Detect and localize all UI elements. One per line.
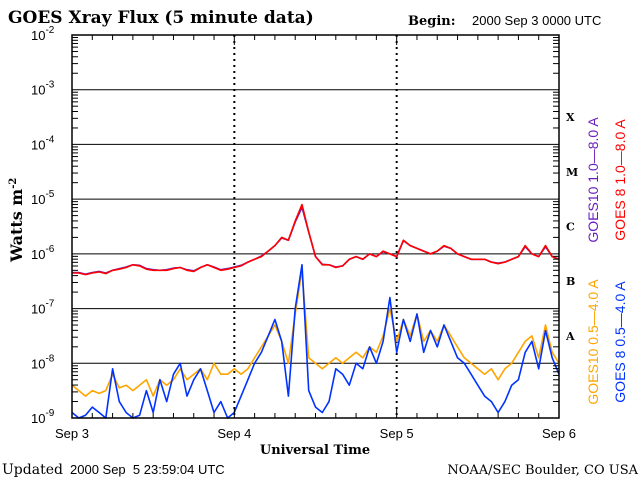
y-tick-base: 10 bbox=[31, 83, 45, 98]
y-tick-label: 10-7 bbox=[31, 299, 55, 317]
updated-value: 2000 Sep 5 23:59:04 UTC bbox=[70, 462, 225, 477]
y-tick-exponent: -5 bbox=[45, 189, 54, 200]
y-tick-exponent: -7 bbox=[45, 299, 54, 310]
y-tick-label: 10-2 bbox=[31, 25, 55, 43]
y-tick-label: 10-5 bbox=[31, 189, 55, 207]
flare-class-label: A bbox=[565, 330, 575, 343]
y-tick-exponent: -4 bbox=[45, 134, 54, 145]
x-tick-label: Sep 6 bbox=[542, 426, 576, 441]
begin-value: 2000 Sep 3 0000 UTC bbox=[472, 13, 601, 28]
y-axis-label: Watts m-2 bbox=[7, 178, 26, 263]
series-line-2 bbox=[71, 269, 560, 397]
x-tick-label: Sep 5 bbox=[380, 426, 414, 441]
y-tick-base: 10 bbox=[31, 247, 45, 262]
chart-title: GOES Xray Flux (5 minute data) bbox=[8, 8, 314, 28]
y-tick-base: 10 bbox=[31, 192, 45, 207]
legend-entry: GOES 8 1.0—8.0 A bbox=[612, 119, 628, 241]
y-axis-label-text: Watts m bbox=[7, 189, 26, 263]
y-tick-base: 10 bbox=[31, 356, 45, 371]
begin-label: Begin: bbox=[408, 14, 456, 29]
credit: NOAA/SEC Boulder, CO USA bbox=[447, 463, 638, 478]
y-tick-label: 10-9 bbox=[31, 408, 55, 426]
x-tick-label: Sep 4 bbox=[217, 426, 251, 441]
y-tick-exponent: -6 bbox=[45, 244, 54, 255]
plot-frame bbox=[71, 34, 560, 419]
x-tick-label: Sep 3 bbox=[55, 426, 89, 441]
axis-ticks bbox=[71, 35, 560, 418]
y-axis-label-sup: -2 bbox=[8, 178, 19, 189]
y-tick-labels: 10-210-310-410-510-610-710-810-9 bbox=[31, 25, 55, 426]
x-tick-labels: Sep 3 Sep 4 Sep 5 Sep 6 bbox=[55, 426, 576, 441]
series-line-0 bbox=[72, 206, 560, 275]
y-tick-exponent: -8 bbox=[45, 353, 54, 364]
flare-class-label: M bbox=[566, 166, 578, 179]
flare-class-labels: X M C B A bbox=[565, 111, 578, 343]
grid bbox=[72, 35, 559, 418]
legend: GOES10 1.0—8.0 A GOES 8 1.0—8.0 A GOES10 0… bbox=[585, 117, 628, 405]
y-tick-base: 10 bbox=[31, 28, 45, 43]
y-tick-base: 10 bbox=[31, 137, 45, 152]
y-tick-exponent: -9 bbox=[45, 408, 54, 419]
y-tick-base: 10 bbox=[31, 302, 45, 317]
y-tick-exponent: -3 bbox=[45, 80, 54, 91]
series-group bbox=[71, 203, 560, 419]
flare-class-label: C bbox=[566, 221, 575, 234]
y-tick-base: 10 bbox=[31, 411, 45, 426]
y-tick-label: 10-6 bbox=[31, 244, 55, 262]
legend-entry: GOES10 1.0—8.0 A bbox=[585, 117, 601, 243]
legend-entry: GOES 8 0.5—4.0 A bbox=[612, 281, 628, 403]
y-tick-exponent: -2 bbox=[45, 25, 54, 36]
x-axis-label: Universal Time bbox=[260, 443, 370, 458]
flare-class-label: B bbox=[566, 275, 575, 288]
series-line-1 bbox=[72, 203, 560, 276]
updated-label: Updated bbox=[2, 462, 63, 478]
flare-class-label: X bbox=[566, 111, 575, 124]
series-line-3 bbox=[71, 263, 560, 419]
y-tick-label: 10-4 bbox=[31, 134, 55, 152]
y-tick-label: 10-8 bbox=[31, 353, 55, 371]
legend-entry: GOES10 0.5—4.0 A bbox=[585, 279, 601, 405]
y-tick-label: 10-3 bbox=[31, 80, 55, 98]
